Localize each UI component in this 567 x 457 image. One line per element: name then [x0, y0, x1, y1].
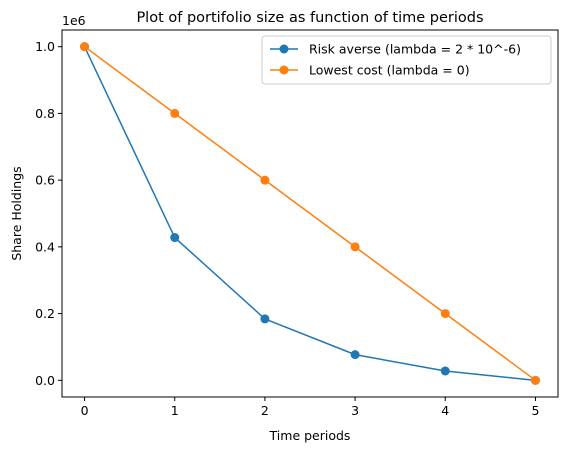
y-tick-label: 0.6: [35, 173, 55, 188]
series-2-point: [260, 175, 270, 185]
x-tick-label: 2: [261, 403, 269, 418]
y-tick-label: 0.2: [35, 306, 55, 321]
series-2-point: [530, 375, 540, 385]
series-2-point: [440, 309, 450, 319]
series-1-point: [440, 366, 450, 376]
legend-label-1: Risk averse (lambda = 2 * 10^-6): [309, 42, 521, 57]
series-1-point: [350, 350, 360, 360]
legend-label-2: Lowest cost (lambda = 0): [309, 63, 470, 78]
x-tick-label: 0: [81, 403, 89, 418]
legend: Risk averse (lambda = 2 * 10^-6) Lowest c…: [261, 35, 552, 85]
x-tick-label: 1: [171, 403, 179, 418]
series-2-point: [170, 108, 180, 118]
series-1-point: [260, 314, 270, 324]
series-line-1: [83, 46, 536, 382]
y-axis: 0.0 0.2 0.4 0.6 0.8 1.0: [35, 39, 62, 388]
x-tick-label: 4: [441, 403, 449, 418]
legend-box: [261, 35, 552, 85]
y-tick-label: 0.0: [35, 373, 55, 388]
legend-marker-1: [279, 44, 289, 54]
y-axis-offset-label: 1e6: [62, 13, 86, 28]
chart-title: Plot of portifolio size as function of t…: [136, 10, 483, 26]
series-1-point: [170, 233, 180, 243]
y-tick-label: 0.8: [35, 106, 55, 121]
y-tick-label: 1.0: [35, 39, 55, 54]
x-axis-label: Time periods: [269, 428, 351, 443]
x-tick-label: 5: [531, 403, 539, 418]
series-line-2: [84, 46, 536, 381]
y-axis-label: Share Holdings: [9, 166, 24, 260]
y-tick-label: 0.4: [35, 239, 55, 254]
series-2-point: [80, 42, 90, 52]
x-axis: 0 1 2 3 4 5: [81, 397, 539, 418]
series-layer: [80, 42, 540, 385]
series-2-point: [350, 242, 360, 252]
legend-marker-2: [279, 65, 289, 75]
x-tick-label: 3: [351, 403, 359, 418]
plot-area-frame: [61, 29, 559, 398]
